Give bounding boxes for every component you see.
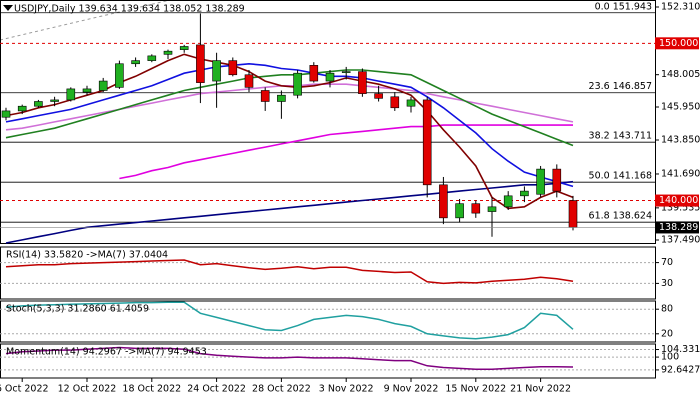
- x-tick-label: 3 Nov 2022: [319, 384, 374, 395]
- trend-line: [0, 0, 171, 41]
- candle-body: [503, 195, 513, 208]
- y-tick-label: 141.690: [661, 168, 700, 179]
- x-tick-label: 15 Nov 2022: [445, 384, 506, 395]
- y-tick-label: 70: [661, 257, 673, 268]
- candle-body: [147, 55, 157, 61]
- candle-body: [520, 190, 529, 197]
- y-tick-label: 104.331: [661, 344, 700, 355]
- candle-body: [358, 71, 367, 94]
- candle-body: [260, 90, 270, 102]
- indicator-line: [5, 53, 574, 210]
- candle-body: [455, 203, 464, 219]
- candle-body: [406, 99, 416, 107]
- candle-body: [325, 72, 335, 82]
- indicator-panel: [0, 246, 656, 300]
- indicator-line: [5, 69, 574, 147]
- candle-body: [212, 60, 221, 82]
- candle-body: [277, 94, 286, 102]
- y-tick-label: 137.490: [661, 235, 700, 246]
- panel-title: Momentum(14) 94.2967 ->MA(7) 94.9453: [6, 347, 207, 358]
- price-tag-label: 140.000: [659, 195, 698, 206]
- candle-body: [163, 50, 173, 55]
- y-tick-label: 100: [661, 352, 679, 363]
- indicator-panel: [0, 343, 656, 379]
- indicator-line: [5, 180, 574, 244]
- candle-body: [439, 184, 448, 219]
- candle-body: [228, 60, 238, 76]
- indicator-panel: [0, 300, 656, 343]
- candle-body: [1, 110, 11, 118]
- y-tick-label: 152.310: [661, 1, 700, 12]
- candle-body: [196, 44, 205, 83]
- x-tick-label: 9 Nov 2022: [384, 384, 439, 395]
- y-tick-label: 20: [661, 328, 673, 339]
- x-tick-label: 28 Oct 2022: [252, 384, 311, 395]
- y-tick-label: 148.005: [661, 69, 700, 80]
- price-tag: [655, 194, 699, 207]
- panel-title: RSI(14) 33.5820 ->MA(7) 37.0404: [6, 250, 168, 261]
- indicator-line: [5, 62, 574, 188]
- candle-body: [390, 96, 400, 109]
- last-price-tag: [655, 221, 699, 234]
- candle-body: [17, 105, 27, 112]
- fib-label: 38.2 143.711: [589, 131, 652, 142]
- x-tick-label: 12 Oct 2022: [58, 384, 117, 395]
- main-panel: [0, 0, 656, 244]
- y-tick-label: 80: [661, 304, 673, 315]
- y-tick-label: 145.950: [661, 101, 700, 112]
- indicator-line: [5, 301, 574, 340]
- candle-body: [487, 206, 497, 212]
- candle-body: [82, 88, 92, 93]
- fib-label: 61.8 138.624: [589, 211, 652, 222]
- candle-body: [293, 72, 302, 96]
- indicator-line: [119, 124, 573, 180]
- candle-body: [115, 63, 124, 88]
- last-price-label: 138.289: [659, 222, 698, 233]
- x-tick-label: 21 Nov 2022: [510, 384, 571, 395]
- candle-body: [131, 60, 140, 65]
- candle-body: [244, 74, 254, 88]
- candle-body: [536, 168, 545, 195]
- indicator-line: [5, 259, 574, 285]
- menu-arrow: [3, 5, 13, 11]
- price-tag-label: 150.000: [659, 38, 698, 49]
- candle-body: [66, 88, 76, 101]
- candle-body: [471, 203, 481, 214]
- fib-label: 0.0 151.943: [595, 1, 652, 12]
- price-tag: [655, 37, 699, 50]
- candle-body: [179, 46, 189, 50]
- candle-body: [50, 99, 59, 102]
- candle-body: [98, 80, 108, 91]
- candle-body: [422, 99, 432, 186]
- x-tick-label: 24 Oct 2022: [187, 384, 246, 395]
- y-tick-label: 139.535: [661, 202, 700, 213]
- x-tick-label: 18 Oct 2022: [122, 384, 181, 395]
- x-tick-label: 6 Oct 2022: [0, 384, 49, 395]
- chart-title: USDJPY,Daily 139.634 139.634 138.052 138…: [14, 4, 245, 15]
- candle-body: [341, 71, 351, 73]
- fib-label: 50.0 141.168: [589, 171, 652, 182]
- candle-body: [568, 200, 578, 228]
- candle-body: [552, 168, 562, 192]
- y-tick-label: 92.6427: [661, 364, 700, 375]
- candle-body: [34, 101, 43, 107]
- y-tick-label: 30: [661, 278, 673, 289]
- y-tick-label: 143.850: [661, 135, 700, 146]
- candle-body: [309, 65, 319, 82]
- candle-body: [374, 93, 383, 99]
- fib-label: 23.6 146.857: [589, 81, 652, 92]
- panel-title: Stoch(5,3,3) 31.2860 61.4059: [6, 304, 149, 315]
- indicator-line: [5, 346, 574, 371]
